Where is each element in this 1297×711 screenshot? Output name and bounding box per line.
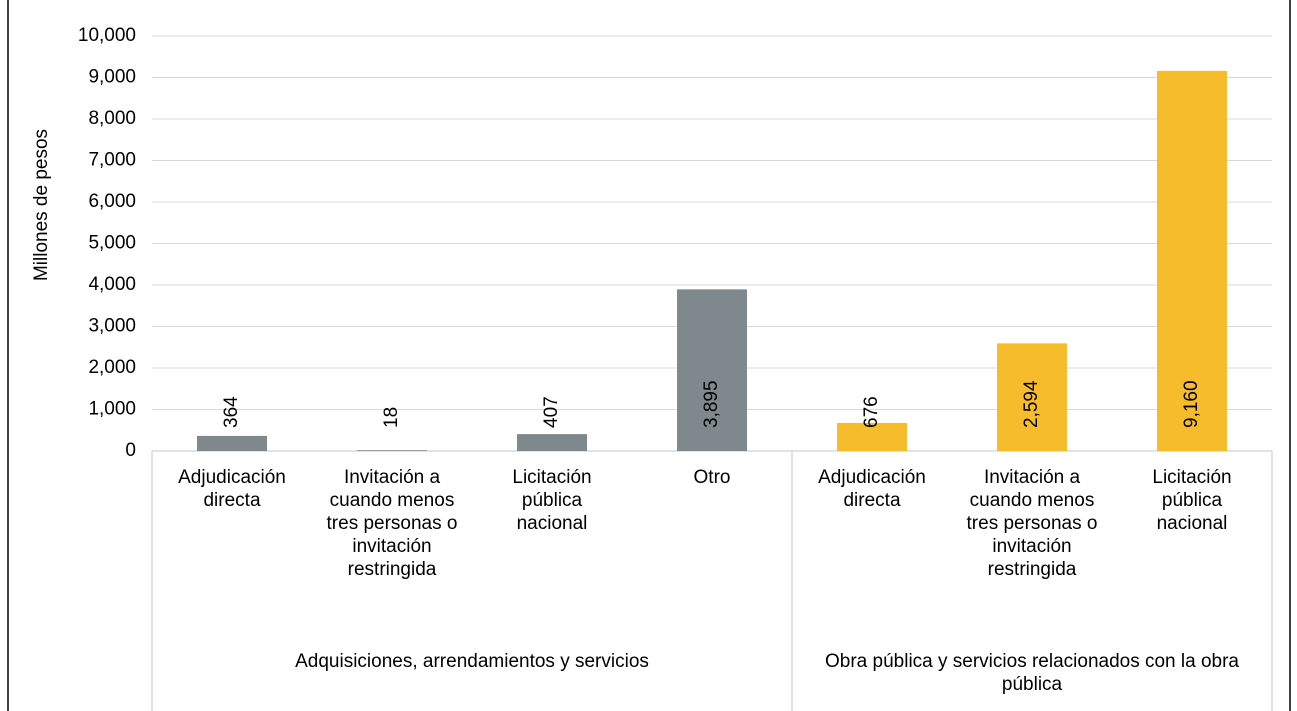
y-tick-label: 2,000	[88, 357, 136, 378]
x-tick-label: Adjudicación directa	[818, 467, 926, 511]
bar	[677, 289, 747, 451]
x-tick-label: Invitación a cuando menos tres personas …	[326, 467, 458, 580]
y-tick-label: 3,000	[88, 316, 136, 337]
value-label: 364	[221, 396, 242, 428]
value-label: 2,594	[1021, 380, 1042, 428]
y-tick-label: 7,000	[88, 150, 136, 171]
y-tick-label: 10,000	[78, 25, 136, 46]
x-tick-label: Invitación a cuando menos tres personas …	[966, 467, 1098, 580]
y-tick-label: 5,000	[88, 233, 136, 254]
value-label: 18	[381, 407, 402, 428]
y-tick-label: 6,000	[88, 191, 136, 212]
x-tick-label: Otro	[693, 467, 731, 488]
value-label: 407	[541, 396, 562, 428]
y-tick-label: 8,000	[88, 108, 136, 129]
bar	[997, 343, 1067, 451]
y-tick-label: 9,000	[88, 67, 136, 88]
y-tick-label: 1,000	[88, 399, 136, 420]
x-tick-label: Licitación pública nacional	[1152, 467, 1232, 534]
x-tick-label: Adjudicación directa	[178, 467, 286, 511]
group-label: Adquisiciones, arrendamientos y servicio…	[295, 651, 649, 672]
value-label: 9,160	[1181, 380, 1202, 428]
value-label: 676	[861, 396, 882, 428]
y-axis-label: Millones de pesos	[31, 129, 52, 281]
bar	[1157, 70, 1227, 452]
group-label: Obra pública y servicios relacionados co…	[825, 651, 1239, 695]
bar	[837, 422, 907, 451]
y-tick-label: 0	[125, 440, 136, 461]
bar	[517, 434, 587, 451]
value-label: 3,895	[701, 380, 722, 428]
bar	[197, 435, 267, 451]
x-tick-label: Licitación pública nacional	[512, 467, 592, 534]
y-tick-label: 4,000	[88, 274, 136, 295]
bar	[357, 450, 427, 451]
